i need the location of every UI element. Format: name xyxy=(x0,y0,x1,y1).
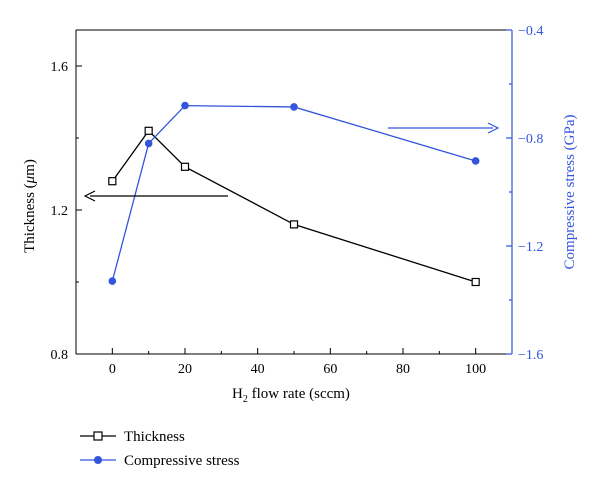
x-axis-label: H2 flow rate (sccm) xyxy=(232,386,350,405)
right-axis-label: Compressive stress (GPa) xyxy=(562,115,578,270)
legend-item-compressive-stress: Compressive stress xyxy=(80,453,240,469)
legend: Thickness Compressive stress xyxy=(80,429,240,469)
thickness-line xyxy=(111,129,476,283)
thickness-arrow-head xyxy=(83,190,96,202)
left-tick-label: 1.6 xyxy=(51,60,69,75)
stress-arrow-head xyxy=(487,122,500,134)
right-tick-label: −0.4 xyxy=(518,24,543,39)
left-tick-label: 0.8 xyxy=(51,348,69,363)
right-tick-label: −1.6 xyxy=(518,348,543,363)
compressive-stress-point xyxy=(144,139,153,148)
left-axis-label: Thickness (μm) xyxy=(22,159,38,253)
compressive-stress-point xyxy=(290,103,298,111)
thickness-point xyxy=(180,162,190,171)
thickness-point xyxy=(289,220,299,229)
plot-frame xyxy=(75,29,513,355)
legend-item-thickness: Thickness xyxy=(80,429,185,445)
thickness-point xyxy=(471,277,480,287)
x-tick-label: 40 xyxy=(251,362,265,377)
right-tick-label: −0.8 xyxy=(518,132,543,147)
right-tick-label: −1.2 xyxy=(518,240,543,255)
compressive-stress-point xyxy=(108,277,117,285)
series-layer xyxy=(108,101,480,287)
compressive-stress-point xyxy=(471,157,480,165)
thickness-point xyxy=(144,126,153,135)
x-tick-label: 60 xyxy=(323,362,337,377)
axis-arrows xyxy=(83,122,500,202)
compressive-stress-point xyxy=(181,101,189,110)
compressive-stress-line xyxy=(111,104,476,282)
x-tick-label: 80 xyxy=(396,362,410,377)
x-tick-label: 20 xyxy=(178,362,192,377)
legend-label-thickness: Thickness xyxy=(124,429,185,445)
x-tick-label: 0 xyxy=(109,362,116,377)
right-axis-ticks: −1.6 −1.2 −0.8 −0.4 xyxy=(506,24,543,363)
left-tick-label: 1.2 xyxy=(51,204,69,219)
thickness-point xyxy=(108,177,117,186)
legend-label-compressive-stress: Compressive stress xyxy=(124,453,240,469)
x-tick-label: 100 xyxy=(465,362,486,377)
left-axis-ticks: 0.8 1.2 1.6 xyxy=(51,60,82,363)
x-axis-ticks: 0 20 40 60 80 100 xyxy=(75,348,486,377)
